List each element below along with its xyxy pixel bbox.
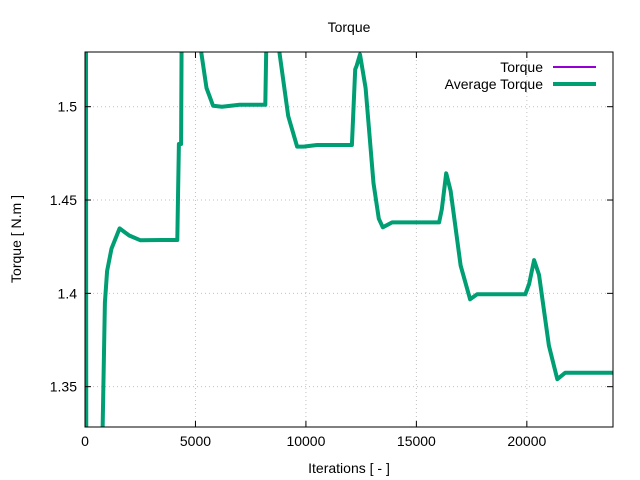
ticks: 0 5000 10000 15000 20000 1.35 1.4 1.45 1.5 (50, 52, 613, 449)
y-tick-label: 1.35 (50, 379, 77, 395)
plot-frame (84, 51, 614, 428)
series-line-average-torque (85, 52, 613, 427)
y-axis-label: Torque [ N.m ] (8, 195, 24, 283)
y-tick-label: 1.5 (58, 99, 78, 115)
x-tick-label: 5000 (180, 433, 211, 449)
x-axis-label: Iterations [ - ] (308, 460, 390, 476)
y-tick-label: 1.45 (50, 192, 77, 208)
x-tick-label: 0 (81, 433, 89, 449)
x-tick-label: 15000 (397, 433, 436, 449)
x-tick-label: 10000 (286, 433, 325, 449)
legend-label: Torque (500, 59, 543, 75)
legend-label: Average Torque (445, 76, 544, 92)
y-tick-label: 1.4 (58, 285, 78, 301)
series-group (85, 52, 613, 427)
x-tick-label: 20000 (507, 433, 546, 449)
chart-title: Torque (328, 19, 371, 35)
